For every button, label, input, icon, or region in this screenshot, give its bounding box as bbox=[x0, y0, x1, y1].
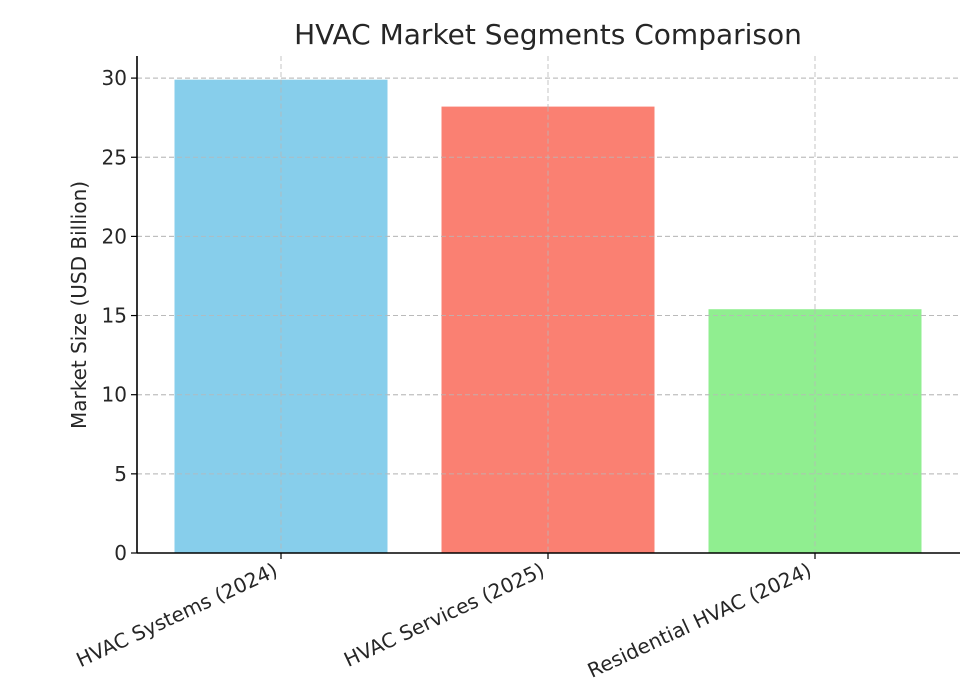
y-tick-label: 15 bbox=[102, 304, 127, 328]
y-tick-label: 30 bbox=[102, 66, 127, 90]
x-tick-label: HVAC Services (2025) bbox=[340, 558, 548, 672]
bars bbox=[137, 77, 960, 554]
x-tick-label: Residential HVAC (2024) bbox=[584, 558, 815, 683]
y-tick-label: 20 bbox=[102, 224, 127, 248]
y-tick-label: 5 bbox=[114, 462, 127, 486]
y-tick-label: 10 bbox=[102, 383, 127, 407]
y-axis-label: Market Size (USD Billion) bbox=[67, 181, 91, 429]
chart-title: HVAC Market Segments Comparison bbox=[294, 18, 802, 51]
y-tick-label: 25 bbox=[102, 145, 127, 169]
x-ticks: HVAC Systems (2024) HVAC Services (2025) R… bbox=[73, 553, 816, 683]
x-tick-label: HVAC Systems (2024) bbox=[73, 558, 282, 672]
y-ticks: 0 5 10 15 20 25 30 bbox=[102, 66, 137, 565]
y-tick-label: 0 bbox=[114, 541, 127, 565]
